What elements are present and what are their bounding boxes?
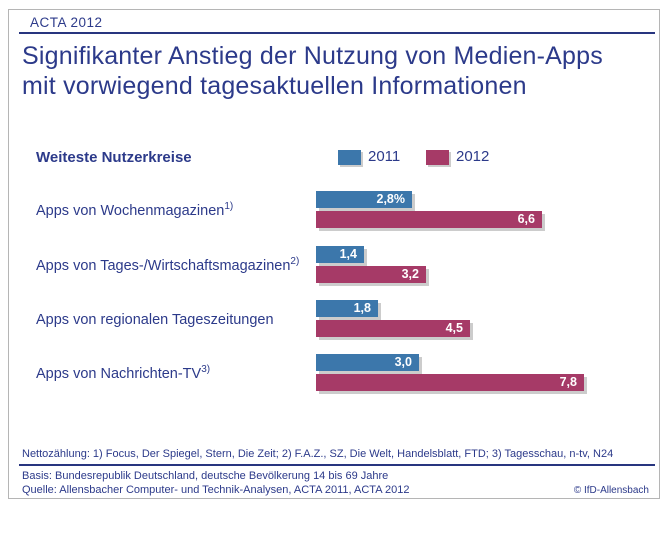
- slide-frame: ACTA 2012 Signifikanter Anstieg der Nutz…: [8, 9, 660, 499]
- bar-2012: 3,2: [316, 266, 426, 283]
- footnote-mark: 3): [201, 364, 211, 376]
- header-rule: [19, 32, 655, 34]
- category-label: Apps von Wochenmagazinen1): [36, 201, 321, 219]
- bar-2011: 1,4: [316, 246, 364, 263]
- bar-2011: 1,8: [316, 300, 378, 317]
- legend-swatch-2011: [338, 150, 361, 165]
- bar-2011: 2,8%: [316, 191, 412, 208]
- category-label-text: Apps von Nachrichten-TV: [36, 365, 202, 382]
- axis-label: Weiteste Nutzerkreise: [36, 149, 192, 166]
- bar-2012: 4,5: [316, 320, 470, 337]
- chart-row: Apps von Tages-/Wirtschaftsmagazinen2) 1…: [9, 246, 659, 284]
- bar-group: 1,4 3,2: [316, 246, 426, 283]
- footer-copyright: © IfD-Allensbach: [573, 485, 649, 496]
- category-label: Apps von regionalen Tageszeitungen: [36, 310, 321, 328]
- footnote-netto: Nettozählung: 1) Focus, Der Spiegel, Ste…: [22, 448, 614, 460]
- chart-row: Apps von regionalen Tageszeitungen 1,8 4…: [9, 300, 659, 338]
- report-tag: ACTA 2012: [30, 15, 103, 30]
- category-label-text: Apps von regionalen Tageszeitungen: [36, 311, 274, 328]
- bar-2011: 3,0: [316, 354, 419, 371]
- slide-title-line1: Signifikanter Anstieg der Nutzung von Me…: [22, 42, 603, 70]
- category-label: Apps von Nachrichten-TV3): [36, 364, 321, 382]
- bar-2012: 6,6: [316, 211, 542, 228]
- chart-row: Apps von Nachrichten-TV3) 3,0 7,8: [9, 354, 659, 392]
- footer-rule: [19, 464, 655, 466]
- legend-label-2011: 2011: [368, 148, 401, 165]
- bar-group: 1,8 4,5: [316, 300, 470, 337]
- bar-2012: 7,8: [316, 374, 584, 391]
- footnote-mark: 2): [290, 256, 300, 268]
- chart-row: Apps von Wochenmagazinen1) 2,8% 6,6: [9, 191, 659, 229]
- legend-swatch-2012: [426, 150, 449, 165]
- slide-title-line2: mit vorwiegend tagesaktuellen Informatio…: [22, 72, 527, 100]
- category-label: Apps von Tages-/Wirtschaftsmagazinen2): [36, 256, 321, 274]
- legend-label-2012: 2012: [456, 148, 490, 165]
- category-label-text: Apps von Wochenmagazinen: [36, 202, 225, 219]
- footnote-mark: 1): [224, 201, 234, 213]
- bar-group: 3,0 7,8: [316, 354, 584, 391]
- category-label-text: Apps von Tages-/Wirtschaftsmagazinen: [36, 257, 291, 274]
- bar-group: 2,8% 6,6: [316, 191, 542, 228]
- footer-basis: Basis: Bundesrepublik Deutschland, deuts…: [22, 470, 389, 482]
- slide-title: Signifikanter Anstieg der Nutzung von Me…: [22, 41, 603, 101]
- footer-source: Quelle: Allensbacher Computer- und Techn…: [22, 484, 410, 496]
